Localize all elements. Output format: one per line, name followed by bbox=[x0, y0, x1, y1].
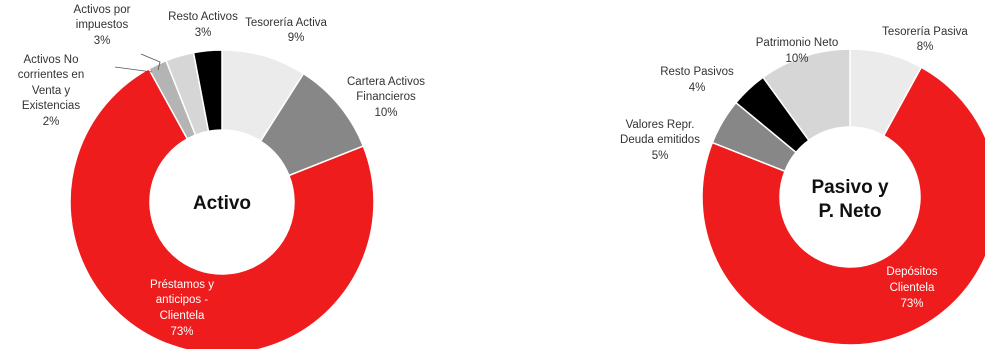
slice-2-5 bbox=[761, 48, 851, 142]
slice-label-2-4: Resto Pasivos 4% bbox=[660, 66, 734, 94]
slice-label-1-1: Tesorería Activa 9% bbox=[245, 17, 327, 44]
slice-label-2-5: Patrimonio Neto 10% bbox=[756, 37, 838, 65]
value-label-1-5: 3% bbox=[94, 35, 111, 47]
donut-chart-1: Tesorería Activa 9% Cartera Activos Financi… bbox=[18, 4, 425, 354]
slice-label-1-2: Cartera Activos Financieros 10% bbox=[347, 76, 425, 119]
slice-label-2-1: Tesorería Pasiva 8% bbox=[882, 26, 968, 53]
center-label-1: Activo bbox=[193, 193, 251, 214]
slice-label-1-3: Préstamos y anticipos -Clientela 73% bbox=[150, 279, 214, 338]
leader-line-1-2 bbox=[114, 66, 153, 73]
slice-2-2 bbox=[701, 66, 985, 346]
value-label-2-4: 4% bbox=[689, 82, 706, 94]
leader-line-1-1 bbox=[140, 53, 161, 71]
center-label-2: Pasivo y P. Neto bbox=[811, 177, 889, 222]
value-label-2-2: 73% bbox=[900, 298, 923, 310]
value-label-1-4: 2% bbox=[43, 116, 60, 128]
value-label-2-3: 5% bbox=[652, 150, 669, 162]
slice-label-2-2: Depósitos Clientela 73% bbox=[886, 266, 937, 310]
value-label-2-5: 10% bbox=[785, 53, 808, 65]
value-label-1-3: 73% bbox=[170, 326, 193, 338]
slice-label-1-4: Activos No corrientes en Venta y Existencia… bbox=[18, 54, 84, 128]
value-label-1-2: 10% bbox=[374, 107, 397, 119]
value-label-2-1: 8% bbox=[917, 41, 934, 53]
slice-1-6 bbox=[192, 49, 223, 133]
slice-label-1-6: Resto Activos 3% bbox=[168, 11, 238, 39]
slice-label-1-5: Activos por impuestos 3% bbox=[74, 4, 131, 47]
slice-1-3 bbox=[69, 67, 375, 354]
donut-chart-2: Tesorería Pasiva 8% Depósitos Clientela 73% V… bbox=[620, 26, 985, 346]
value-label-1-1: 9% bbox=[288, 32, 305, 44]
slice-label-2-3: Valores Repr. Deuda emitidos 5% bbox=[620, 119, 700, 162]
value-label-1-6: 3% bbox=[195, 27, 212, 39]
